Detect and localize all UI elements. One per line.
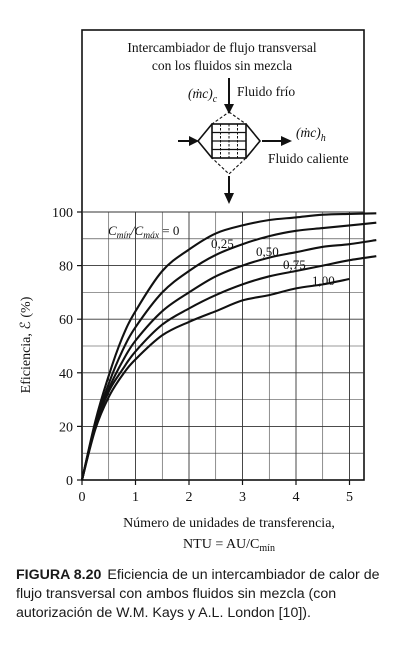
x-tick-label: 3 (239, 490, 246, 505)
efficiency-chart: 0 20 40 60 80 100 0 1 2 3 4 5 Intercambiador de flu… (19, 29, 377, 554)
efficiency-curve-3 (80, 255, 377, 481)
efficiency-curves (80, 212, 377, 481)
y-tick-label: 20 (59, 420, 73, 435)
hot-arrow-out-head (281, 136, 292, 146)
y-tick-label: 40 (59, 367, 73, 382)
axis-ticks: 0 20 40 60 80 100 0 1 2 3 4 5 (52, 206, 353, 505)
x-tick-label: 5 (346, 490, 353, 505)
efficiency-curve-1 (80, 221, 377, 481)
caption-text: Eficiencia de un intercambiador de calor… (16, 567, 380, 621)
x-tick-label: 1 (132, 490, 139, 505)
curve-label-025: 0,25 (211, 236, 234, 251)
efficiency-curve-0 (80, 212, 377, 481)
y-tick-label: 100 (52, 206, 73, 221)
cold-arrow-out-head (224, 193, 234, 204)
exchanger-schematic: Intercambiador de flujo transversal con … (127, 40, 349, 204)
hot-header-right (245, 123, 262, 159)
x-tick-label: 0 (79, 490, 86, 505)
cold-fluid-label: Fluido frío (237, 84, 295, 99)
hot-arrow-in-head (189, 136, 199, 146)
efficiency-curve-4 (80, 277, 350, 481)
figure-number: FIGURA 8.20 (16, 567, 102, 583)
curve-labels: Cmín/Cmáx = 0 0,25 0,50 0,75 1,00 (108, 223, 335, 288)
y-axis-title: Eficiencia, ℰ (%) (19, 296, 34, 393)
efficiency-curve-2 (80, 239, 377, 481)
plot-frame (81, 29, 365, 481)
inset-title-line2: con los fluidos sin mezcla (152, 58, 292, 73)
cold-flow-rate: (ṁc)c (188, 86, 218, 105)
y-tick-label: 60 (59, 313, 73, 328)
x-axis-title-line2: NTU = AU/Cmín (183, 537, 275, 554)
x-axis-title-line1: Número de unidades de transferencia, (123, 516, 335, 531)
hot-fluid-label: Fluido caliente (268, 151, 349, 166)
x-tick-label: 4 (293, 490, 300, 505)
inset-title-line1: Intercambiador de flujo transversal (127, 40, 317, 55)
cold-arrow-in-head (224, 104, 234, 114)
hot-header-left (196, 123, 213, 159)
cold-header-outline (211, 111, 247, 175)
y-tick-label: 0 (66, 474, 73, 489)
hot-flow-rate: (ṁc)h (296, 125, 326, 144)
x-tick-label: 2 (186, 490, 193, 505)
y-tick-label: 80 (59, 260, 73, 275)
grid (82, 211, 364, 480)
curve-label-050: 0,50 (256, 244, 279, 259)
curve-label-0: Cmín/Cmáx = 0 (108, 223, 179, 241)
curve-label-100: 1,00 (312, 273, 335, 288)
curve-label-075: 0,75 (283, 257, 306, 272)
figure-caption: FIGURA 8.20 Eficiencia de un intercambiad… (16, 566, 408, 623)
